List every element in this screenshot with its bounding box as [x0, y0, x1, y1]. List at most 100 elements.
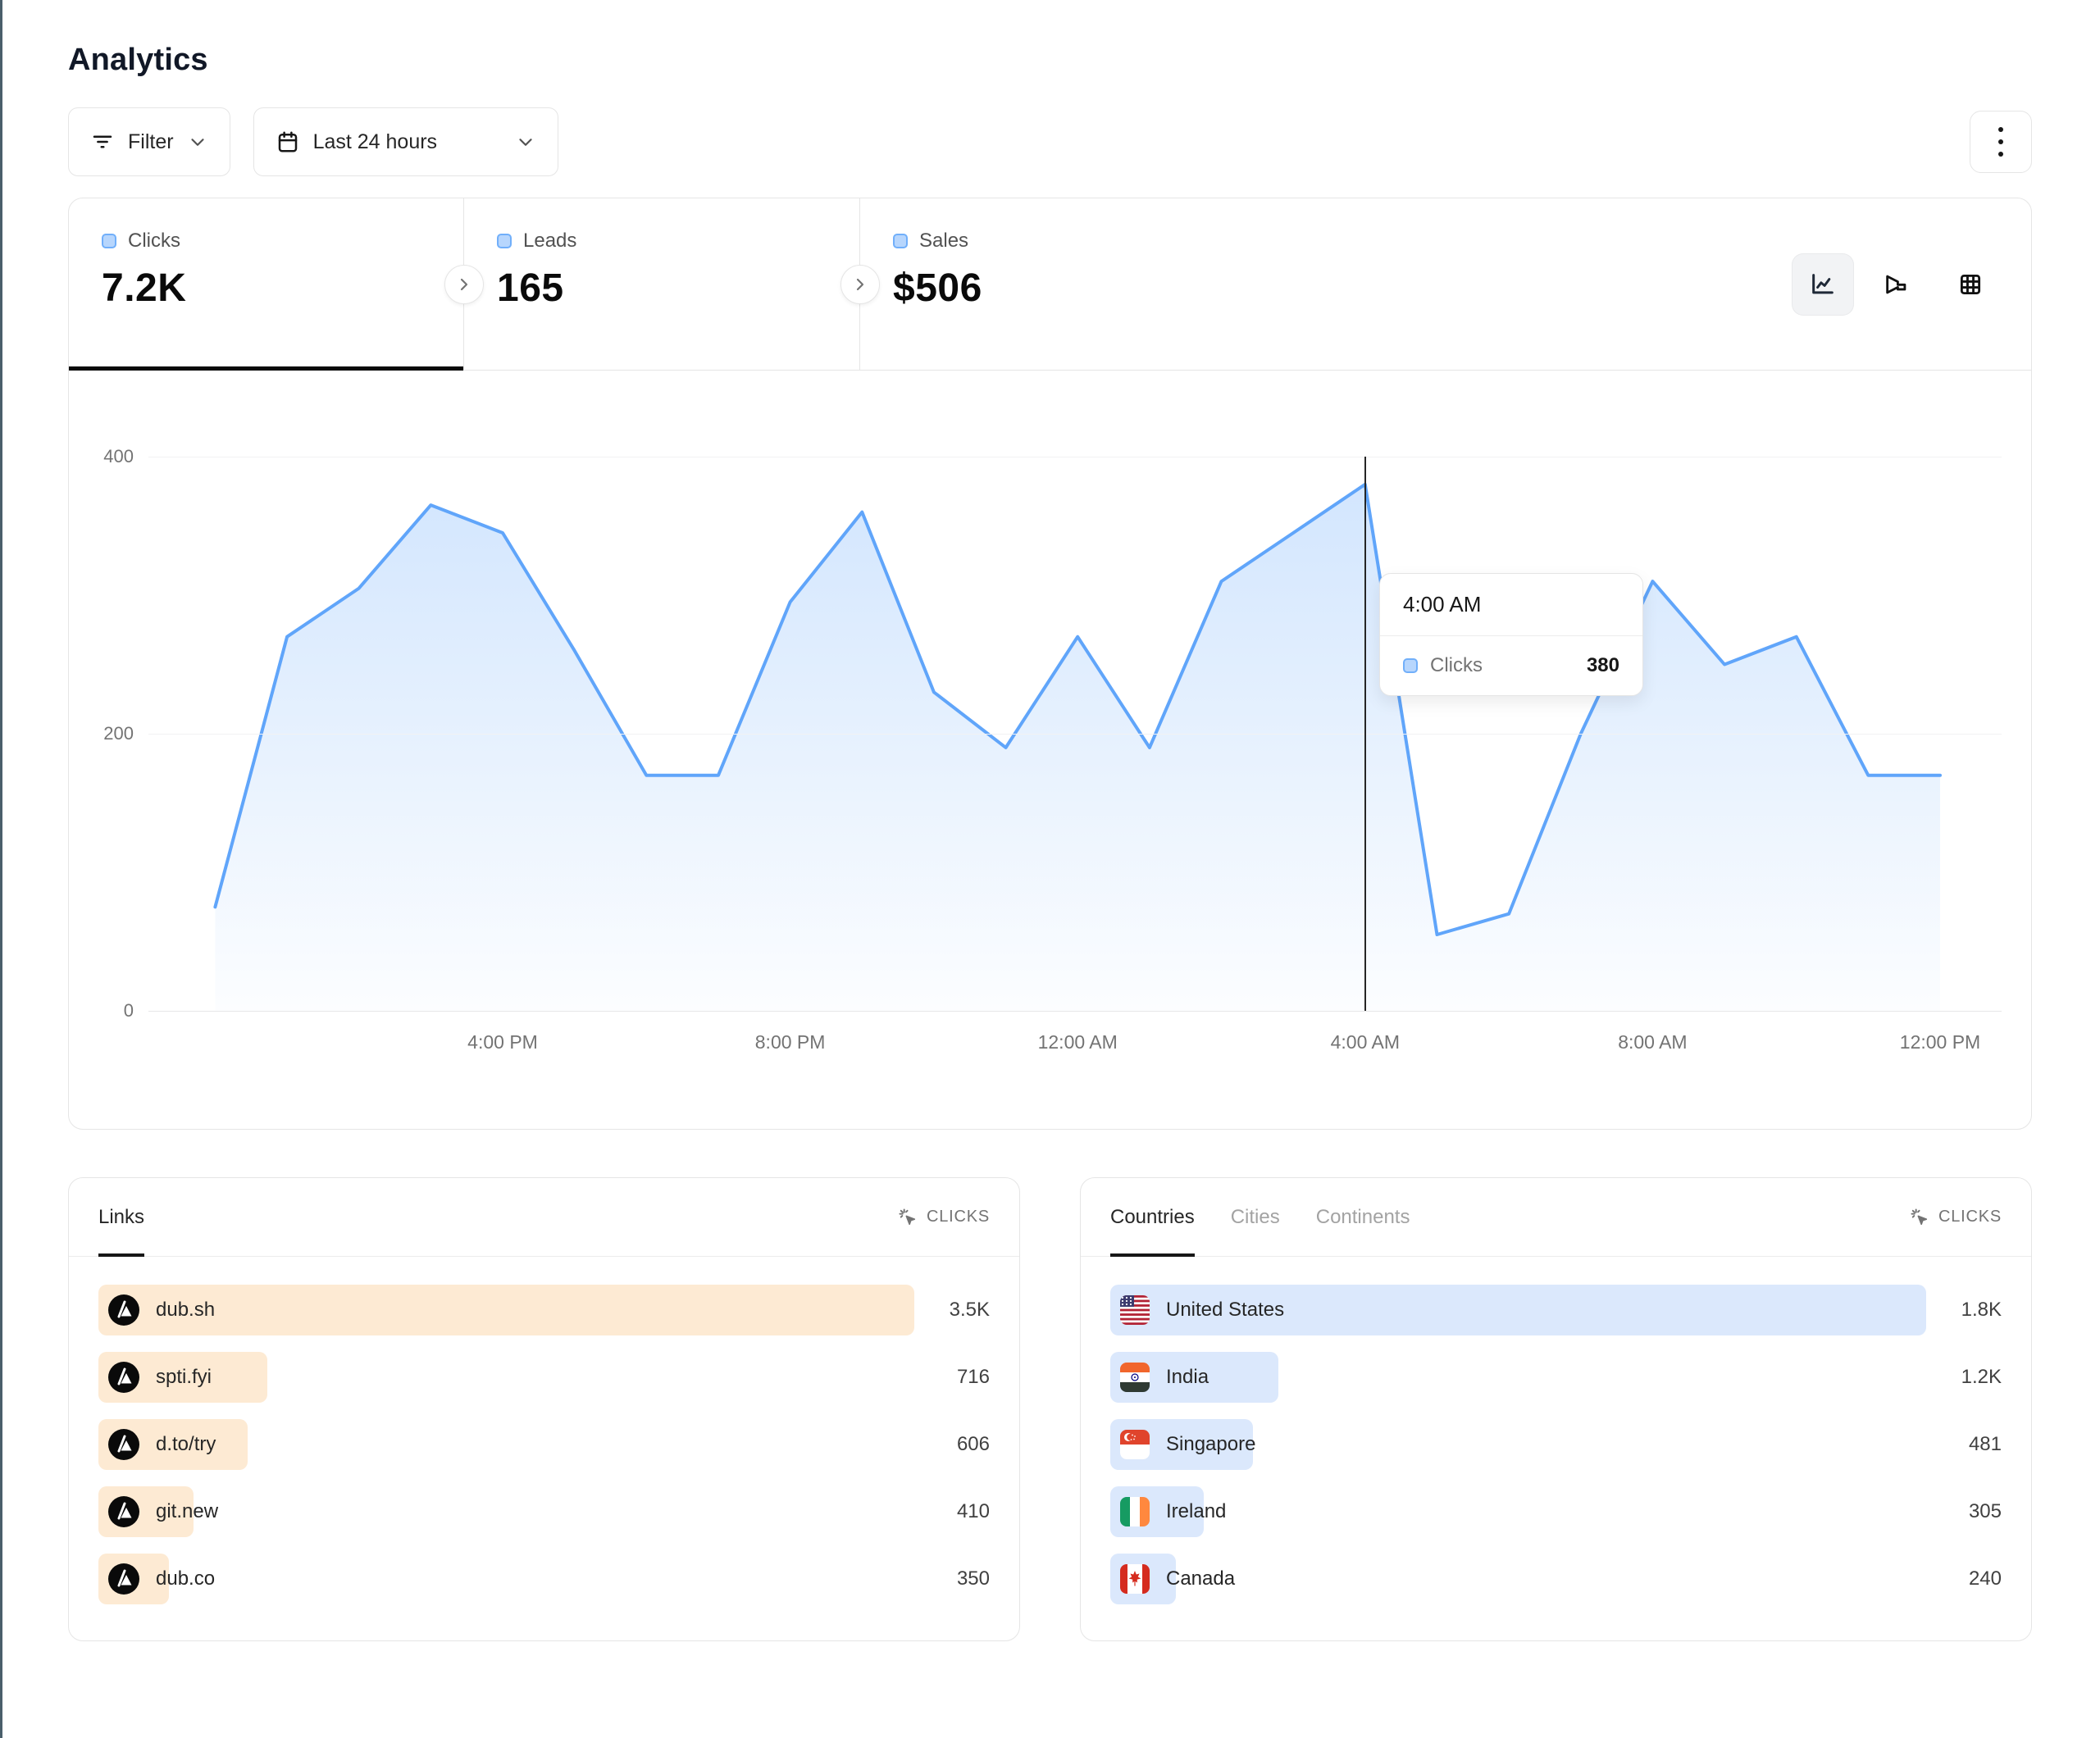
row-label: spti.fyi — [156, 1366, 212, 1388]
row-content: dub.co — [98, 1554, 215, 1604]
links-tabs: Links — [98, 1178, 145, 1257]
tooltip-series-label: Clicks — [1430, 654, 1483, 676]
x-axis-tick: 8:00 PM — [754, 1031, 826, 1053]
link-row[interactable]: spti.fyi 716 — [98, 1352, 990, 1403]
kebab-dot — [1998, 152, 2003, 157]
breakdown-panels: Links CLICKS dub.sh 3.5K spti.fyi 716 d.to/t… — [68, 1177, 2032, 1641]
row-content: United States — [1110, 1285, 1284, 1335]
row-value: 3.5K — [949, 1299, 990, 1321]
dub-logo-avatar — [108, 1294, 139, 1326]
y-axis-tick: 0 — [123, 1000, 134, 1021]
cursor-click-icon — [897, 1207, 918, 1228]
bar-track: Canada — [1110, 1554, 1926, 1604]
stats-row: Clicks 7.2K Leads 165 Sales $506 — [69, 198, 2031, 371]
stat-label: Leads — [523, 230, 577, 252]
row-label: dub.co — [156, 1567, 216, 1590]
gridline-y-200 — [148, 734, 2002, 735]
next-metric-button[interactable] — [444, 264, 484, 304]
link-row[interactable]: dub.co 350 — [98, 1554, 990, 1604]
country-row[interactable]: Ireland 305 — [1110, 1486, 2002, 1537]
country-row[interactable]: India 1.2K — [1110, 1352, 2002, 1403]
funnel-chart-icon — [1883, 271, 1911, 298]
analytics-card: Clicks 7.2K Leads 165 Sales $506 — [68, 198, 2032, 1130]
x-axis-tick: 4:00 PM — [467, 1031, 538, 1053]
flag-canada — [1120, 1564, 1150, 1594]
link-row[interactable]: dub.sh 3.5K — [98, 1285, 990, 1335]
row-content: Canada — [1110, 1554, 1235, 1604]
link-row[interactable]: d.to/try 606 — [98, 1419, 990, 1470]
chevron-down-icon — [187, 131, 208, 152]
row-value: 410 — [956, 1500, 990, 1522]
date-range-button[interactable]: Last 24 hours — [253, 107, 558, 176]
links-list: dub.sh 3.5K spti.fyi 716 d.to/try 606 git.new 4… — [69, 1257, 1019, 1604]
metric-legend-swatch — [497, 234, 512, 248]
links-panel-header: Links CLICKS — [69, 1178, 1019, 1257]
bar-track: git.new — [98, 1486, 914, 1537]
row-content: Singapore — [1110, 1419, 1255, 1470]
links-tab-links[interactable]: Links — [98, 1178, 145, 1257]
stat-label-row: Clicks — [102, 230, 463, 253]
flag-india — [1120, 1363, 1150, 1392]
tooltip-value: 380 — [1586, 654, 1619, 676]
row-content: d.to/try — [98, 1419, 216, 1470]
row-label: United States — [1166, 1299, 1285, 1321]
cursor-click-icon — [1909, 1207, 1930, 1228]
calendar-icon — [276, 130, 300, 154]
flag-united-states — [1120, 1295, 1150, 1325]
row-content: India — [1110, 1352, 1209, 1403]
countries-list: United States 1.8K India 1.2K Singapore 481 Ir… — [1081, 1257, 2031, 1604]
geo-tab-continents[interactable]: Continents — [1315, 1205, 1410, 1228]
chevron-down-icon — [515, 131, 536, 152]
country-row[interactable]: Singapore 481 — [1110, 1419, 2002, 1470]
chart-line — [213, 482, 1942, 936]
dub-logo-avatar — [108, 1429, 139, 1460]
row-label: Singapore — [1166, 1433, 1256, 1455]
kebab-dot — [1998, 127, 2003, 132]
chart-tooltip: 4:00 AM Clicks 380 — [1379, 573, 1643, 696]
row-label: d.to/try — [156, 1433, 216, 1455]
toolbar: Filter Last 24 hours — [68, 107, 2032, 176]
stat-card-leads[interactable]: Leads 165 — [464, 198, 860, 370]
clicks-chart[interactable]: 4:00 AM Clicks 380 0 200 400 4:00 PM 8:00 PM… — [69, 371, 2031, 1130]
geo-tab-cities[interactable]: Cities — [1230, 1205, 1280, 1228]
y-axis-tick: 400 — [103, 446, 134, 466]
country-row[interactable]: United States 1.8K — [1110, 1285, 2002, 1335]
more-options-button[interactable] — [1970, 111, 2032, 173]
chart-area-fill — [215, 484, 1941, 1011]
link-row[interactable]: git.new 410 — [98, 1486, 990, 1537]
table-view-icon — [1957, 271, 1984, 298]
bar-track: Singapore — [1110, 1419, 1926, 1470]
stat-card-sales[interactable]: Sales $506 — [860, 198, 1287, 370]
row-label: Ireland — [1166, 1500, 1227, 1522]
bar-track: India — [1110, 1352, 1926, 1403]
table-view-toggle-button[interactable] — [1939, 253, 2002, 316]
links-metric-selector[interactable]: CLICKS — [897, 1207, 990, 1228]
next-metric-button[interactable] — [840, 264, 880, 304]
dub-logo-avatar — [108, 1563, 139, 1595]
geo-tabs: Countries Cities Continents — [1110, 1178, 1410, 1257]
row-content: dub.sh — [98, 1285, 215, 1335]
area-chart-canvas — [213, 482, 1942, 1011]
geo-metric-selector[interactable]: CLICKS — [1909, 1207, 2002, 1228]
gridline-y-0 — [148, 1011, 2002, 1012]
row-value: 240 — [1968, 1567, 2002, 1590]
stat-card-clicks[interactable]: Clicks 7.2K — [69, 198, 464, 371]
funnel-chart-toggle-button[interactable] — [1865, 253, 1928, 316]
row-value: 305 — [1968, 1500, 2002, 1522]
flag-ireland — [1120, 1497, 1150, 1526]
filter-button[interactable]: Filter — [68, 107, 230, 176]
bar-track: dub.co — [98, 1554, 914, 1604]
row-content: git.new — [98, 1486, 218, 1537]
country-row[interactable]: Canada 240 — [1110, 1554, 2002, 1604]
x-axis-tick: 4:00 AM — [1330, 1031, 1400, 1053]
row-label: git.new — [156, 1500, 219, 1522]
y-axis-tick: 200 — [103, 723, 134, 744]
geo-metric-label: CLICKS — [1938, 1208, 2002, 1226]
line-chart-icon — [1809, 271, 1837, 298]
stat-label: Sales — [919, 230, 969, 252]
date-range-label: Last 24 hours — [312, 130, 438, 153]
geo-tab-countries[interactable]: Countries — [1110, 1178, 1195, 1257]
x-axis-tick: 12:00 AM — [1037, 1031, 1118, 1053]
line-chart-toggle-button[interactable] — [1792, 253, 1854, 316]
stat-label-row: Sales — [893, 230, 1287, 253]
